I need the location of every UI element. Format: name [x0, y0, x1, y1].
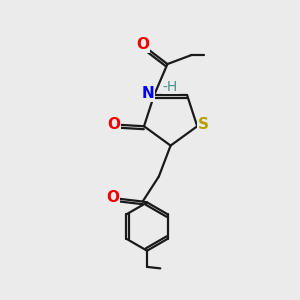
Text: O: O — [107, 117, 120, 132]
Text: O: O — [136, 37, 149, 52]
Text: N: N — [141, 86, 154, 101]
Text: O: O — [106, 190, 119, 206]
Text: -H: -H — [163, 80, 178, 94]
Text: S: S — [198, 117, 209, 132]
